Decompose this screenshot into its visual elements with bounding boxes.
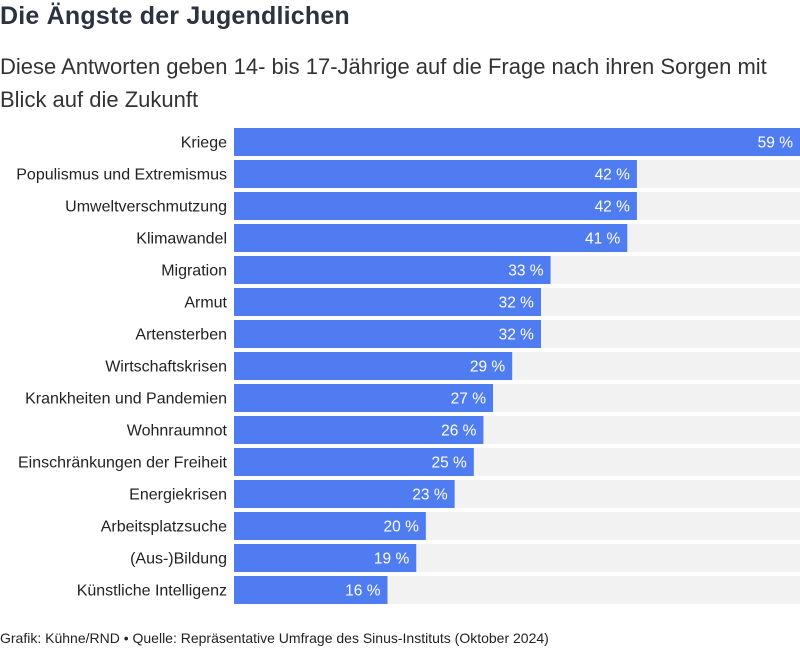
category-label: Umweltverschmutzung [65,199,227,216]
category-label: Krankheiten und Pandemien [25,391,227,408]
bar [234,128,800,156]
value-label: 42 % [595,167,631,184]
bar [234,512,426,540]
value-label: 59 % [758,135,794,152]
bar [234,544,417,572]
category-label: Armut [184,295,227,312]
category-label: Kriege [181,135,227,152]
category-label: Wirtschaftskrisen [105,359,227,376]
value-label: 42 % [595,199,631,216]
category-label: Wohnraumnot [127,423,228,440]
category-label: Populismus und Extremismus [16,167,227,184]
value-label: 19 % [374,551,410,568]
chart-subtitle: Diese Antworten geben 14- bis 17-Jährige… [0,54,767,112]
value-label: 20 % [384,519,420,536]
value-label: 29 % [470,359,506,376]
bar [234,352,513,380]
bar [234,448,474,476]
category-label: Energiekrisen [129,487,227,504]
category-label: Klimawandel [136,231,227,248]
value-label: 32 % [499,295,535,312]
value-label: 41 % [585,231,621,248]
category-label: (Aus-)Bildung [130,551,227,568]
bar [234,320,541,348]
bar [234,384,494,412]
source-footer: Grafik: Kühne/RND • Quelle: Repräsentati… [0,630,549,646]
bar-chart: Kriege 59 % Populismus und Extremismus 42 %… [16,128,800,604]
bar [234,480,455,508]
category-label: Migration [161,263,227,280]
bar [234,160,637,188]
value-label: 25 % [431,455,467,472]
bar [234,416,484,444]
bar [234,288,541,316]
category-label: Einschränkungen der Freiheit [18,455,228,472]
value-label: 16 % [345,583,381,600]
bar [234,256,551,284]
bar [234,224,628,252]
value-label: 27 % [451,391,487,408]
bar [234,576,388,604]
value-label: 23 % [412,487,448,504]
value-label: 33 % [508,263,544,280]
bar [234,192,637,220]
category-label: Artensterben [135,327,227,344]
category-label: Arbeitsplatzsuche [101,519,227,536]
value-label: 32 % [499,327,535,344]
value-label: 26 % [441,423,477,440]
chart-title: Die Ängste der Jugendlichen [0,2,350,30]
category-label: Künstliche Intelligenz [77,583,227,600]
